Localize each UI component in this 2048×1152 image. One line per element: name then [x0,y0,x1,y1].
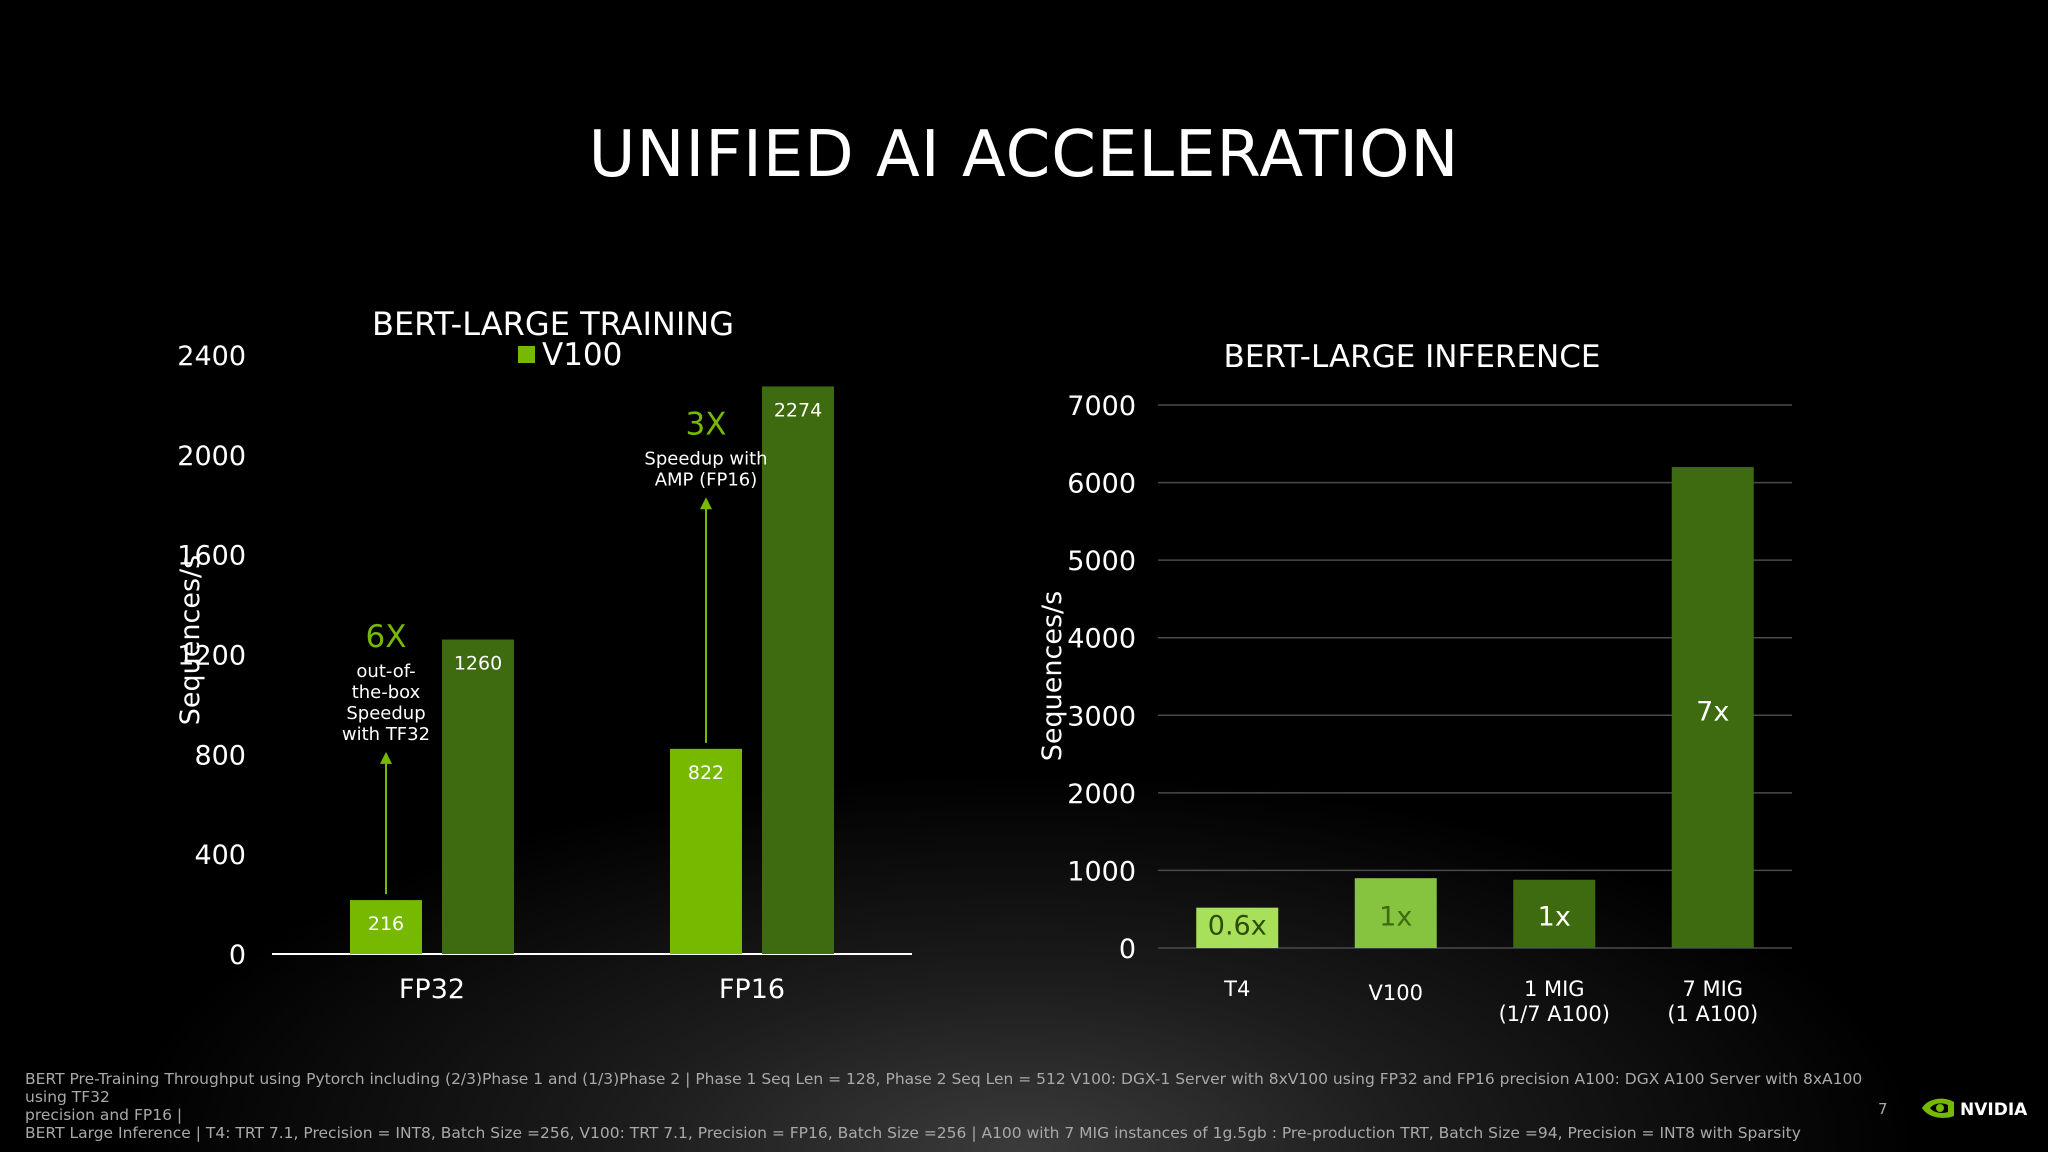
bar-fp32-series2 [442,639,514,954]
y-axis-label: Sequences/s [1037,591,1068,761]
nvidia-logo: NVIDIA [1920,1094,2040,1122]
y-tick-label: 7000 [1067,391,1136,422]
footnote-line: BERT Pre-Training Throughput using Pytor… [25,1070,1863,1106]
chart-title: BERT-LARGE TRAINING [372,305,734,343]
y-tick-label: 1000 [1067,856,1136,887]
arrow-head [700,497,712,510]
x-tick-label: FP16 [719,974,785,1005]
y-tick-label: 1200 [177,641,246,672]
y-tick-label: 1600 [177,541,246,572]
x-tick-label: T4 [1223,977,1250,1001]
y-axis-label: Sequences/s [175,555,206,725]
y-tick-label: 400 [194,840,246,871]
speedup-factor: 6X [366,619,407,655]
x-tick-label: (1/7 A100) [1499,1002,1610,1026]
nvidia-eye-icon [1922,1098,1954,1118]
bar-value-label: 1x [1538,901,1571,932]
y-tick-label: 2000 [1067,779,1136,810]
bar-value-label: 2274 [774,399,822,421]
bar-inference [1354,878,1437,948]
arrow-head [380,751,392,764]
bar-value-label: 7x [1696,697,1729,728]
legend-swatch [518,346,535,363]
y-tick-label: 0 [229,940,246,971]
bar-inference [1513,879,1596,948]
y-tick-label: 0 [1119,934,1136,965]
speedup-caption: AMP (FP16) [655,469,758,490]
legend-label: V100 [542,337,622,373]
bar-inference [1196,907,1279,948]
chart-title: BERT-LARGE INFERENCE [1224,339,1601,375]
bar-value-label: 822 [688,762,724,784]
x-tick-label: 7 MIG [1682,977,1743,1001]
nvidia-logo-text: NVIDIA [1960,1100,2028,1120]
bar-value-label: 1260 [454,653,502,675]
footnote-line: precision and FP16 | [25,1106,183,1124]
footnote-line: BERT Large Inference | T4: TRT 7.1, Prec… [25,1124,1801,1142]
speedup-caption: the-box [352,682,421,703]
y-tick-label: 800 [194,740,246,771]
bar-value-label: 0.6x [1208,911,1267,942]
speedup-caption: Speedup [346,703,425,724]
speedup-caption: Speedup with [644,448,767,469]
bar-inference [1671,467,1754,948]
x-tick-label: 1 MIG [1524,977,1585,1001]
x-tick-label: (1 A100) [1667,1002,1758,1026]
footnote: BERT Pre-Training Throughput using Pytor… [25,1070,1885,1142]
y-tick-label: 3000 [1067,701,1136,732]
bar-fp32-v100 [350,900,422,954]
y-tick-label: 4000 [1067,624,1136,655]
y-tick-label: 2400 [177,341,246,372]
speedup-caption: with TF32 [342,724,430,745]
bar-fp16-series2 [762,386,834,954]
y-tick-label: 6000 [1067,469,1136,500]
bar-value-label: 216 [368,913,404,935]
speedup-factor: 3X [686,406,727,442]
x-tick-label: V100 [1369,981,1423,1005]
x-tick-label: FP32 [399,974,465,1005]
y-tick-label: 2000 [177,441,246,472]
speedup-caption: out-of- [356,661,415,682]
bar-fp16-v100 [670,748,742,954]
slide-title: UNIFIED AI ACCELERATION [588,118,1460,192]
y-tick-label: 5000 [1067,546,1136,577]
page-number: 7 [1878,1100,1888,1118]
bar-value-label: 1x [1379,901,1412,932]
